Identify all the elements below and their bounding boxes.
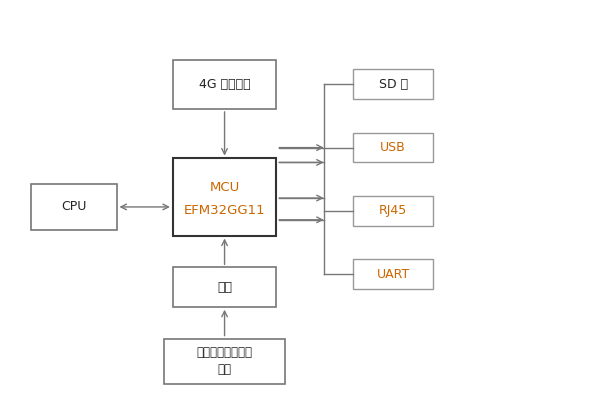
Text: CPU: CPU: [61, 200, 86, 213]
FancyBboxPatch shape: [173, 158, 277, 236]
Text: SD 卡: SD 卡: [379, 78, 408, 91]
FancyBboxPatch shape: [353, 259, 433, 289]
Text: EFM32GG11: EFM32GG11: [184, 204, 265, 217]
Text: MCU: MCU: [209, 181, 239, 194]
FancyBboxPatch shape: [173, 59, 277, 109]
FancyBboxPatch shape: [353, 196, 433, 226]
Text: UART: UART: [377, 268, 410, 281]
FancyBboxPatch shape: [164, 339, 285, 384]
FancyBboxPatch shape: [31, 184, 116, 230]
FancyBboxPatch shape: [353, 133, 433, 162]
Text: 4G 无线传输: 4G 无线传输: [199, 78, 250, 91]
Text: 温度、电流、电压
检测: 温度、电流、电压 检测: [197, 346, 253, 376]
FancyBboxPatch shape: [353, 69, 433, 99]
Text: 运放: 运放: [217, 280, 232, 294]
Text: USB: USB: [380, 141, 406, 154]
FancyBboxPatch shape: [173, 267, 277, 307]
Text: RJ45: RJ45: [379, 204, 407, 217]
